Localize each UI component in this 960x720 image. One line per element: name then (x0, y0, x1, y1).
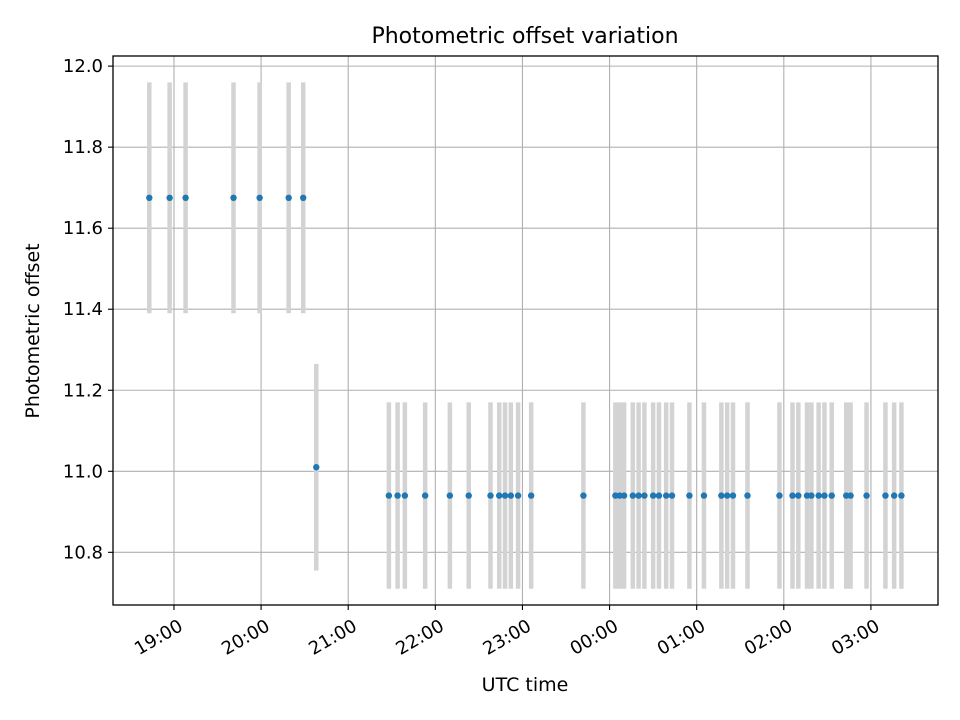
data-point (507, 492, 515, 499)
data-point (890, 492, 898, 499)
data-point (686, 492, 693, 499)
data-point (821, 492, 828, 499)
data-point (166, 194, 173, 202)
x-axis-label: UTC time (482, 674, 569, 696)
data-point (182, 194, 189, 202)
data-point (795, 492, 802, 499)
data-point (635, 492, 642, 499)
y-tick-label: 11.2 (63, 380, 103, 401)
data-point (649, 492, 657, 499)
data-point (580, 492, 587, 499)
data-point (629, 492, 636, 499)
data-point (230, 194, 237, 202)
data-point (285, 194, 292, 202)
data-point (313, 464, 320, 471)
data-point (446, 492, 454, 499)
data-point (863, 492, 870, 499)
data-point (527, 492, 535, 499)
y-tick-label: 11.4 (63, 299, 103, 320)
data-point (620, 492, 628, 499)
data-point (401, 492, 409, 499)
data-point (723, 492, 731, 499)
data-point (828, 492, 835, 499)
data-point (700, 492, 708, 499)
data-point (882, 492, 889, 499)
y-tick-label: 12.0 (63, 56, 103, 77)
plot-area (113, 56, 938, 605)
data-point (641, 492, 648, 499)
data-point (662, 492, 670, 499)
y-axis-ticks: 10.8 11.0 11.2 11.4 11.6 11.8 12.0 (63, 56, 113, 563)
y-tick-label: 10.8 (63, 542, 103, 563)
data-point (501, 492, 509, 499)
data-point (300, 194, 307, 202)
data-point (256, 194, 263, 202)
data-point (421, 492, 429, 499)
data-point (744, 492, 751, 499)
data-point (815, 492, 822, 499)
data-point (718, 492, 725, 499)
y-tick-label: 11.0 (63, 461, 103, 482)
data-point (385, 492, 393, 499)
plot-frame (112, 55, 939, 606)
y-tick-label: 11.6 (63, 218, 103, 239)
y-axis-label: Photometric offset (22, 243, 44, 418)
y-tick-label: 11.8 (63, 137, 103, 158)
data-point (487, 492, 494, 499)
data-point (789, 492, 796, 499)
data-point (465, 492, 472, 499)
data-point (496, 492, 503, 499)
data-point (776, 492, 783, 499)
data-point (847, 492, 854, 499)
data-point (808, 492, 815, 499)
data-point (668, 492, 676, 499)
data-point (146, 194, 153, 202)
data-point (898, 492, 905, 499)
data-point (655, 492, 663, 499)
data-point (394, 492, 401, 499)
data-point (729, 492, 737, 499)
data-points (146, 194, 905, 499)
data-point (514, 492, 522, 499)
chart-title: Photometric offset variation (371, 24, 678, 49)
